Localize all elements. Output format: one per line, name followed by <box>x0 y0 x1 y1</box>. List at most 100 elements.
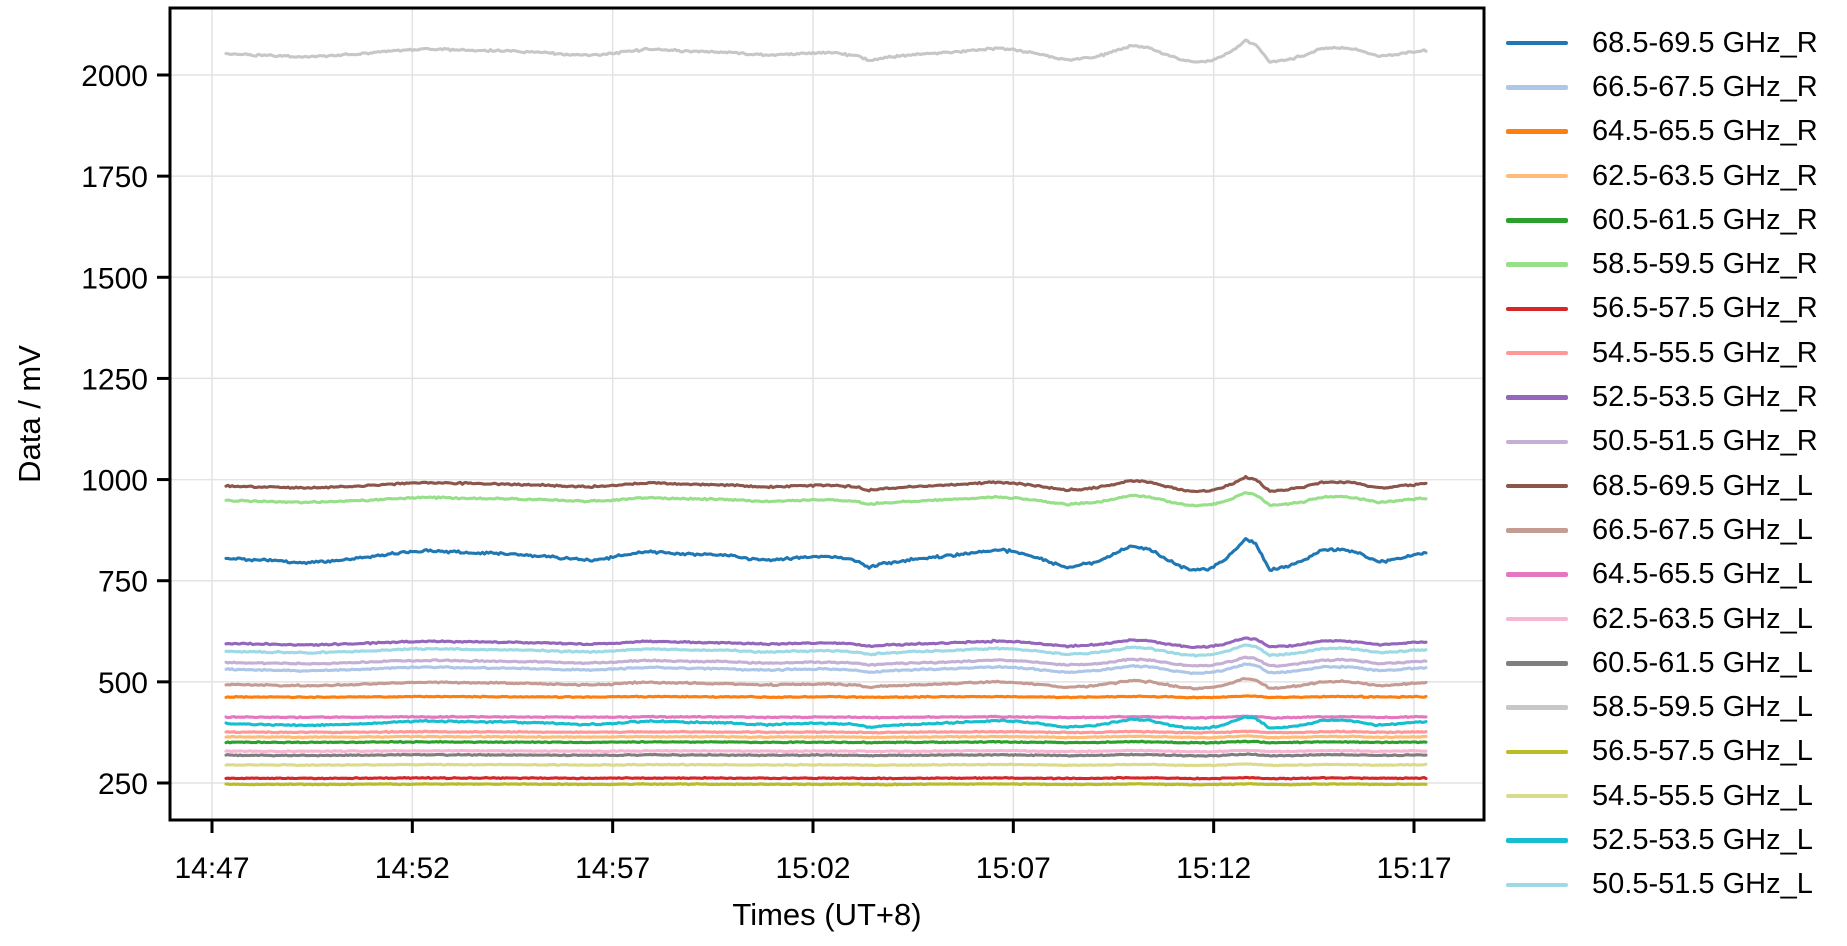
line-62-5-63-5-GHz-L <box>224 748 1428 754</box>
line-52-5-53-5-GHz-L <box>224 715 1428 731</box>
legend-swatch <box>1506 40 1568 46</box>
x-tick-label: 14:57 <box>575 852 650 885</box>
line-66-5-67-5-GHz-L <box>224 677 1428 691</box>
x-tick-label: 15:17 <box>1376 852 1451 885</box>
legend-swatch <box>1506 882 1568 888</box>
legend-label: 52.5-53.5 GHz_L <box>1592 823 1813 856</box>
legend-item: 62.5-63.5 GHz_L <box>1506 597 1846 641</box>
data-lines <box>224 38 1428 787</box>
legend-label: 68.5-69.5 GHz_L <box>1592 469 1813 502</box>
legend-label: 64.5-65.5 GHz_R <box>1592 115 1818 148</box>
legend-item: 56.5-57.5 GHz_R <box>1506 287 1846 331</box>
legend-label: 60.5-61.5 GHz_R <box>1592 203 1818 236</box>
legend-item: 58.5-59.5 GHz_R <box>1506 242 1846 286</box>
axes <box>157 6 1486 833</box>
legend-item: 54.5-55.5 GHz_R <box>1506 331 1846 375</box>
legend-label: 66.5-67.5 GHz_R <box>1592 70 1818 103</box>
legend-item: 54.5-55.5 GHz_L <box>1506 774 1846 818</box>
legend-swatch <box>1506 793 1568 799</box>
legend-label: 56.5-57.5 GHz_L <box>1592 735 1813 768</box>
legend-swatch <box>1506 528 1568 533</box>
x-tick-label: 14:52 <box>375 852 450 885</box>
legend-swatch <box>1506 572 1568 577</box>
line-58-5-59-5-GHz-L <box>224 38 1428 64</box>
legend-swatch <box>1506 85 1568 90</box>
line-50-5-51-5-GHz-L <box>224 643 1428 658</box>
line-54-5-55-5-GHz-L <box>224 762 1428 768</box>
legend-item: 64.5-65.5 GHz_R <box>1506 110 1846 154</box>
legend-item: 66.5-67.5 GHz_R <box>1506 65 1846 109</box>
legend-label: 50.5-51.5 GHz_L <box>1592 868 1813 901</box>
x-tick-label: 15:12 <box>1176 852 1251 885</box>
legend-swatch <box>1506 705 1568 710</box>
legend-label: 50.5-51.5 GHz_R <box>1592 425 1818 458</box>
legend-label: 60.5-61.5 GHz_L <box>1592 646 1813 679</box>
legend-item: 52.5-53.5 GHz_L <box>1506 818 1846 862</box>
legend-item: 66.5-67.5 GHz_L <box>1506 508 1846 552</box>
legend-label: 58.5-59.5 GHz_R <box>1592 248 1818 281</box>
legend-label: 54.5-55.5 GHz_L <box>1592 779 1813 812</box>
y-axis-label: Data / mV <box>12 345 47 483</box>
x-axis-label: Times (UT+8) <box>732 897 921 932</box>
legend-swatch <box>1506 218 1568 223</box>
line-64-5-65-5-GHz-R <box>224 694 1428 700</box>
legend-swatch <box>1506 350 1568 356</box>
legend-item: 64.5-65.5 GHz_L <box>1506 553 1846 597</box>
tick-labels: 250 500 750 1000 1250 1500 1750 2000 14:47 14:52 1… <box>81 60 1451 885</box>
line-54-5-55-5-GHz-R <box>224 729 1428 735</box>
x-tick-label: 15:02 <box>775 852 850 885</box>
legend-item: 62.5-63.5 GHz_R <box>1506 154 1846 198</box>
y-tick-label: 1500 <box>81 262 148 295</box>
y-tick-label: 1250 <box>81 363 148 396</box>
legend: 68.5-69.5 GHz_R 66.5-67.5 GHz_R 64.5-65.5 … <box>1506 21 1846 907</box>
y-tick-label: 750 <box>98 566 148 599</box>
legend-label: 62.5-63.5 GHz_L <box>1592 602 1813 635</box>
legend-swatch <box>1506 262 1568 267</box>
legend-swatch <box>1506 483 1568 489</box>
legend-item: 58.5-59.5 GHz_L <box>1506 685 1846 729</box>
legend-label: 64.5-65.5 GHz_L <box>1592 558 1813 591</box>
legend-swatch <box>1506 173 1568 179</box>
legend-item: 50.5-51.5 GHz_L <box>1506 863 1846 907</box>
y-tick-label: 2000 <box>81 60 148 93</box>
x-tick-label: 15:07 <box>976 852 1051 885</box>
line-66-5-67-5-GHz-R <box>224 662 1428 676</box>
legend-swatch <box>1506 129 1568 134</box>
legend-item: 68.5-69.5 GHz_L <box>1506 464 1846 508</box>
line-68-5-69-5-GHz-R <box>224 537 1428 572</box>
line-58-5-59-5-GHz-R <box>224 491 1428 508</box>
legend-swatch <box>1506 616 1568 622</box>
legend-swatch <box>1506 306 1568 312</box>
legend-label: 68.5-69.5 GHz_R <box>1592 26 1818 59</box>
legend-swatch <box>1506 749 1568 755</box>
x-tick-label: 14:47 <box>174 852 249 885</box>
line-60-5-61-5-GHz-L <box>224 752 1428 758</box>
legend-item: 52.5-53.5 GHz_R <box>1506 375 1846 419</box>
y-tick-label: 1000 <box>81 465 148 498</box>
legend-label: 58.5-59.5 GHz_L <box>1592 691 1813 724</box>
legend-label: 52.5-53.5 GHz_R <box>1592 381 1818 414</box>
legend-label: 54.5-55.5 GHz_R <box>1592 336 1818 369</box>
legend-item: 60.5-61.5 GHz_L <box>1506 641 1846 685</box>
line-68-5-69-5-GHz-L <box>224 474 1428 494</box>
line-64-5-65-5-GHz-L <box>224 714 1428 720</box>
legend-item: 60.5-61.5 GHz_R <box>1506 198 1846 242</box>
y-tick-label: 500 <box>98 667 148 700</box>
line-60-5-61-5-GHz-R <box>224 739 1428 745</box>
line-50-5-51-5-GHz-R <box>224 655 1428 668</box>
legend-item: 50.5-51.5 GHz_R <box>1506 420 1846 464</box>
legend-item: 56.5-57.5 GHz_L <box>1506 730 1846 774</box>
line-62-5-63-5-GHz-R <box>224 734 1428 740</box>
legend-item: 68.5-69.5 GHz_R <box>1506 21 1846 65</box>
legend-swatch <box>1506 439 1568 445</box>
line-52-5-53-5-GHz-R <box>224 636 1428 650</box>
legend-label: 56.5-57.5 GHz_R <box>1592 292 1818 325</box>
y-tick-label: 250 <box>98 768 148 801</box>
legend-label: 62.5-63.5 GHz_R <box>1592 159 1818 192</box>
legend-swatch <box>1506 661 1568 666</box>
line-56-5-57-5-GHz-L <box>224 781 1428 787</box>
legend-swatch <box>1506 395 1568 400</box>
line-56-5-57-5-GHz-R <box>224 775 1428 781</box>
